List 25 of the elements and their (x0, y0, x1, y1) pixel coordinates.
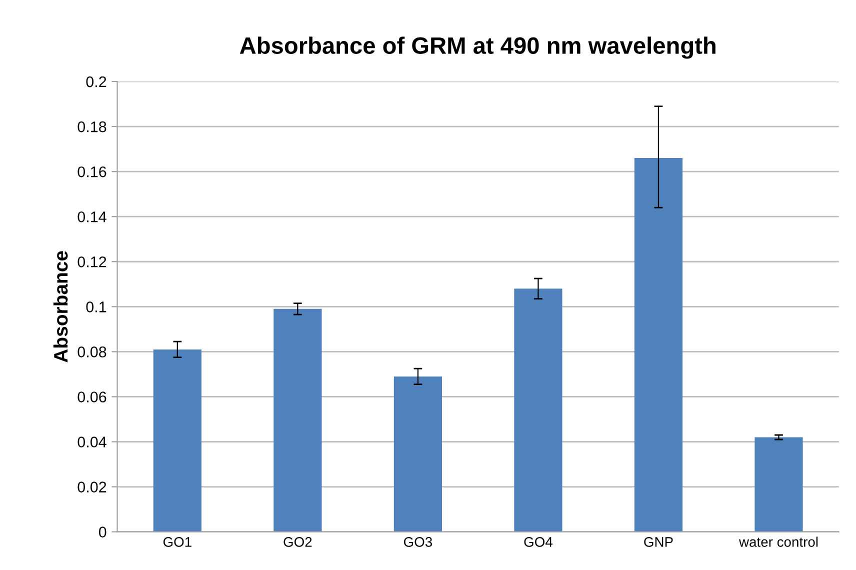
x-tick-label: GO3 (404, 537, 432, 547)
bar (274, 308, 322, 532)
bar (634, 158, 683, 532)
x-tick-label: GO4 (524, 537, 552, 547)
y-tick-label: 0.18 (78, 121, 106, 132)
x-tick-label: GO1 (163, 537, 192, 547)
chart-title: Absorbance of GRM at 490 nm wavelength (240, 36, 716, 59)
y-tick-label: 0.02 (78, 482, 106, 492)
bar (394, 376, 442, 532)
x-tick-label: water control (738, 536, 818, 547)
y-axis-title: Absorbance (53, 251, 68, 362)
bar (754, 437, 803, 532)
y-tick-label: 0.04 (78, 436, 106, 448)
bar (153, 349, 202, 532)
x-tick-label: GNP (644, 537, 673, 547)
y-tick-label: 0 (98, 526, 106, 538)
y-tick-label: 0.2 (86, 76, 106, 88)
y-tick-label: 0.1 (86, 302, 106, 312)
y-tick-label: 0.06 (78, 392, 106, 402)
bar (514, 288, 562, 532)
y-tick-label: 0.14 (78, 211, 106, 222)
y-tick-label: 0.08 (78, 346, 106, 358)
y-tick-label: 0.12 (78, 256, 106, 268)
y-tick-label: 0.16 (78, 166, 106, 178)
x-tick-label: GO2 (284, 537, 312, 547)
